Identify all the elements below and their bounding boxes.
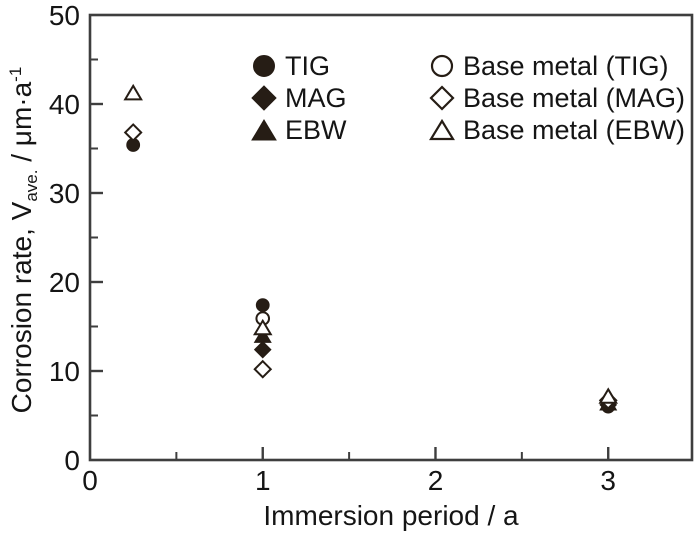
y-axis-label-subscript: ave. [22,169,41,202]
x-tick-label: 0 [82,465,98,496]
data-point-mag [253,340,272,359]
legend-label: TIG [285,50,330,81]
y-tick-label: 20 [49,267,80,298]
legend-label: MAG [285,82,347,113]
filled-diamond-icon [251,85,277,111]
legend-item-base-metal-ebw: Base metal (EBW) [428,115,685,146]
x-tick-label: 1 [255,465,271,496]
open-diamond-icon [429,85,455,111]
open-circle-icon [430,54,454,78]
x-tick-label: 2 [428,465,444,496]
legend-item-base-metal-tig: Base metal (TIG) [428,51,685,82]
data-point-tig [255,298,270,313]
y-tick-label: 40 [49,89,80,120]
y-axis-label-superscript: -1 [6,66,25,82]
open-triangle-icon [429,118,455,141]
legend-label: Base metal (TIG) [463,50,669,81]
y-axis-label-units: / μm·a [6,81,37,170]
filled-circle-icon [253,55,275,77]
legend-item-tig: TIG [250,51,422,82]
y-tick-label: 0 [64,445,80,476]
x-axis-label: Immersion period / a [263,500,519,531]
y-tick-label: 10 [49,356,80,387]
y-tick-label: 50 [49,0,80,31]
y-axis-label-main: Corrosion rate, V [6,201,37,414]
legend-label: EBW [285,114,347,145]
legend-label: Base metal (EBW) [463,114,686,145]
legend-item-mag: MAG [250,83,422,114]
legend-item-ebw: EBW [250,115,422,146]
x-tick-label: 3 [600,465,616,496]
y-tick-label: 30 [49,178,80,209]
filled-triangle-icon [251,119,277,141]
data-point-base-metal-ebw [598,387,618,404]
legend-item-base-metal-mag: Base metal (MAG) [428,83,685,114]
data-point-base-metal-mag [123,123,143,142]
legend: TIG Base metal (TIG) MAG Base metal (MAG… [250,50,685,146]
data-point-base-metal-mag [253,359,273,379]
y-axis-label: Corrosion rate, Vave. / μm·a-1 [6,0,42,500]
data-point-base-metal-ebw [123,83,143,101]
legend-label: Base metal (MAG) [463,82,686,113]
data-point-base-metal-ebw [252,318,273,336]
data-point-ebw [253,327,272,343]
